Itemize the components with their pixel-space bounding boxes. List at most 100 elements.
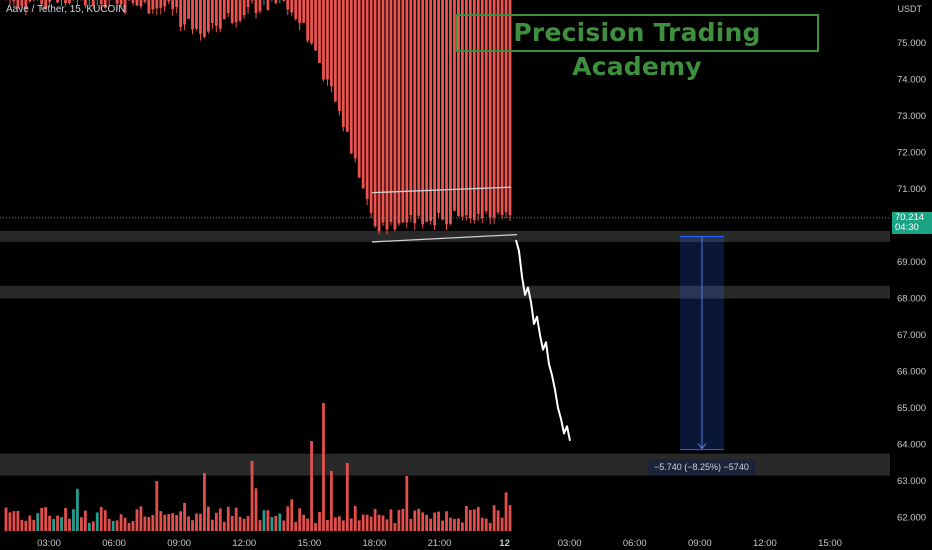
volume-bar [341, 520, 345, 531]
candle-body [457, 0, 460, 216]
candle-body [500, 0, 504, 216]
volume-bar [294, 522, 298, 531]
candle-body [330, 0, 333, 87]
volume-bar [492, 505, 496, 531]
volume-bar [254, 488, 258, 531]
volume-bar [361, 514, 365, 531]
candle-body [68, 0, 71, 4]
candle-body [135, 0, 139, 6]
volume-bar [52, 518, 55, 531]
volume-bar [99, 506, 103, 531]
candle-body [472, 0, 476, 221]
volume-bar [393, 522, 397, 531]
volume-bar [349, 518, 353, 531]
candle-body [290, 0, 294, 13]
candle-body [159, 0, 163, 8]
volume-bar [357, 520, 361, 531]
volume-bar [131, 521, 135, 531]
candle-body [163, 0, 167, 7]
y-tick-label: 65.000 [897, 403, 926, 414]
volume-bar [107, 518, 111, 531]
volume-bar [306, 518, 309, 531]
volume-bar [262, 510, 266, 531]
volume-bar [226, 506, 230, 531]
y-tick-label: 69.000 [897, 257, 926, 268]
volume-bar [127, 522, 131, 531]
volume-bar [80, 517, 83, 531]
volume-bar [500, 517, 504, 531]
volume-bar [290, 499, 294, 531]
candle-body [210, 0, 214, 23]
candle-body [437, 0, 440, 213]
candle-body [151, 0, 155, 10]
volume-bar [385, 519, 389, 531]
volume-bar [330, 471, 333, 531]
candle-body [334, 0, 337, 102]
x-tick-label: 18:00 [363, 538, 387, 549]
symbol-title: Aave / Tether, 15, KUCOIN [6, 4, 126, 15]
candle-body [302, 0, 306, 23]
volume-bar [365, 514, 369, 531]
candle-body [44, 0, 48, 9]
volume-bar [282, 520, 286, 531]
candle-body [445, 0, 448, 225]
candle-body [357, 0, 361, 178]
volume-bar [484, 518, 488, 531]
candle-body [433, 0, 436, 226]
volume-bar [207, 506, 210, 531]
time-axis: 03:00 06:00 09:00 12:00 15:00 18:00 21:00 12 03:… [37, 538, 842, 549]
channel-lower-line [371, 233, 518, 243]
volume-bar [242, 518, 246, 531]
volume-bar [286, 506, 290, 531]
candle-body [282, 0, 286, 1]
price-zone [0, 453, 890, 476]
volume-bar [199, 513, 202, 531]
volume-bar [183, 502, 186, 531]
volume-bar [103, 510, 107, 531]
volume-bar [437, 511, 440, 531]
candle-body [139, 0, 143, 7]
volume-bar [421, 512, 425, 531]
candle-body [310, 0, 313, 44]
candle-body [508, 0, 512, 216]
candle-body [83, 0, 87, 6]
volume-bar [163, 514, 167, 531]
candle-body [496, 0, 500, 213]
candle-body [421, 0, 425, 225]
volume-bar [171, 513, 175, 531]
candle-body [171, 0, 175, 10]
candle-body [131, 0, 135, 3]
volume-bar [270, 516, 274, 531]
candle-body [326, 0, 329, 80]
candle-body [294, 0, 298, 19]
candle-body [365, 0, 369, 200]
volume-bar [413, 510, 417, 531]
volume-bar [111, 521, 115, 531]
volume-bar [246, 516, 250, 531]
volume-bar [167, 514, 171, 531]
candle-body [254, 0, 258, 14]
volume-bar [504, 492, 508, 531]
x-tick-label: 09:00 [167, 538, 191, 549]
volume-bar [48, 515, 52, 531]
candle-body [207, 0, 210, 32]
volume-bar [143, 516, 147, 531]
volume-bar [441, 520, 444, 531]
candle-body [199, 0, 202, 34]
candle-body [147, 0, 151, 14]
y-tick-label: 63.000 [897, 476, 926, 487]
y-tick-label: 75.000 [897, 38, 926, 49]
candle-body [28, 0, 32, 2]
candle-body [258, 0, 262, 12]
volume-bar [72, 509, 75, 531]
volume-bar [135, 509, 139, 531]
volume-bar [187, 516, 190, 531]
volume-bar [496, 510, 500, 531]
volume-bar [468, 509, 472, 531]
volume-bar [210, 519, 214, 531]
candle-body [91, 0, 95, 6]
volume-bar [278, 513, 282, 531]
candle-body [389, 0, 393, 223]
candle-body [56, 0, 59, 3]
